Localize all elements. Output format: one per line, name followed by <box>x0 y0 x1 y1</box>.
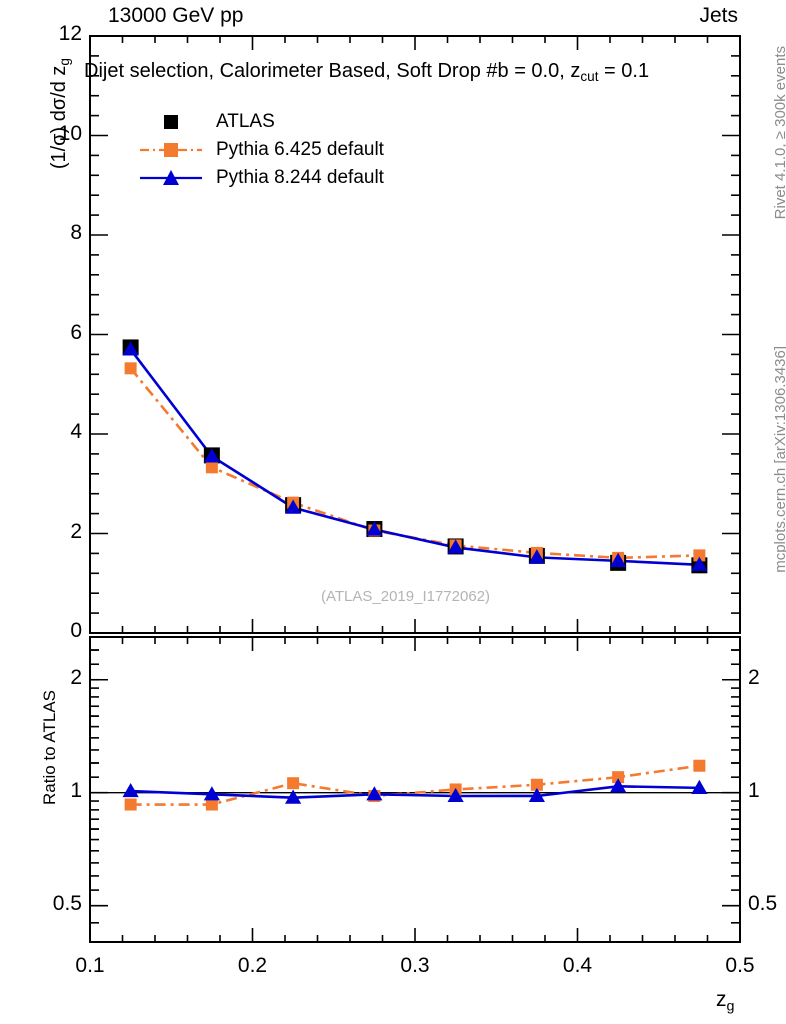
ratio-marker-pythia8 <box>366 786 383 801</box>
main-y-tick-label: 6 <box>70 320 82 344</box>
ratio-marker-pythia6 <box>693 759 706 772</box>
series-line <box>129 348 700 567</box>
ratio-y-tick-label-right: 2 <box>748 665 760 689</box>
header-process-label: Jets <box>699 4 738 27</box>
ratio-marker-pythia6 <box>287 777 300 790</box>
main-panel-series <box>122 339 708 574</box>
data-marker-pythia6 <box>124 362 137 375</box>
main-panel-title: Dijet selection, Calorimeter Based, Soft… <box>84 60 649 84</box>
x-axis-label: zg <box>716 988 734 1014</box>
x-tick-label: 0.4 <box>562 954 593 977</box>
legend-key-atlas <box>140 111 202 133</box>
triangle-marker-icon <box>163 170 179 185</box>
x-tick-label: 0.2 <box>237 954 268 977</box>
ratio-panel-series <box>122 759 708 811</box>
ratio-y-tick-label: 2 <box>70 665 82 689</box>
ratio-marker-pythia8 <box>447 787 464 803</box>
main-y-tick-label: 8 <box>70 221 82 244</box>
main-panel-title-pre: Dijet selection, Calorimeter Based, Soft… <box>84 60 581 82</box>
legend-item-pythia8[interactable]: Pythia 8.244 default <box>140 164 384 192</box>
data-marker-pythia8 <box>447 539 464 554</box>
ratio-series-line <box>130 764 700 806</box>
ratio-marker-pythia8 <box>285 789 302 804</box>
data-marker-pythia8 <box>122 341 139 356</box>
legend-item-pythia6[interactable]: Pythia 6.425 default <box>140 136 384 164</box>
square-marker-icon <box>164 115 178 129</box>
ratio-marker-pythia6 <box>124 798 137 811</box>
main-panel-title-post: = 0.1 <box>598 60 650 82</box>
header-beam-label: 13000 GeV pp <box>108 4 244 27</box>
main-panel-title-sub: cut <box>580 69 599 85</box>
ratio-panel-frame <box>89 636 741 943</box>
x-axis-label-text: z <box>716 988 727 1011</box>
main-y-tick-label: 2 <box>70 519 82 543</box>
square-marker-icon <box>164 143 178 157</box>
main-panel-frame <box>89 35 741 634</box>
legend-label-pythia6: Pythia 6.425 default <box>216 139 384 160</box>
ratio-y-tick-label: 0.5 <box>52 891 82 915</box>
data-marker-pythia8 <box>528 549 545 564</box>
ratio-y-tick-label: 1 <box>70 778 82 802</box>
legend-key-pythia6 <box>140 139 202 161</box>
data-marker-pythia6 <box>205 461 218 474</box>
legend: ATLAS Pythia 6.425 default Pythia 8.244 … <box>140 108 384 192</box>
data-marker-pythia8 <box>691 556 708 571</box>
data-marker-pythia6 <box>693 549 706 562</box>
data-marker-pythia8 <box>366 521 383 536</box>
data-marker-pythia8 <box>203 448 220 463</box>
analysis-watermark: (ATLAS_2019_I1772062) <box>321 588 491 605</box>
legend-item-atlas[interactable]: ATLAS <box>140 108 384 136</box>
ratio-marker-pythia8 <box>691 779 708 794</box>
ratio-marker-pythia8 <box>610 778 627 793</box>
x-tick-label: 0.1 <box>75 954 105 977</box>
ratio-marker-pythia6 <box>530 778 543 791</box>
ratio-marker-pythia6 <box>612 771 625 784</box>
legend-label-atlas: ATLAS <box>216 111 275 132</box>
main-y-tick-label: 12 <box>58 22 82 45</box>
main-panel-ticks <box>89 35 741 634</box>
legend-key-pythia8 <box>140 167 202 189</box>
x-tick-label: 0.3 <box>400 954 430 977</box>
legend-label-pythia8: Pythia 8.244 default <box>216 167 384 188</box>
data-marker-pythia8 <box>610 552 627 567</box>
data-marker-pythia8 <box>285 499 302 514</box>
ratio-y-tick-label-right: 1 <box>748 778 760 802</box>
main-y-tick-label: 0 <box>70 619 82 642</box>
main-y-tick-label: 10 <box>58 121 82 145</box>
x-tick-label: 0.5 <box>725 954 755 977</box>
ratio-marker-pythia8 <box>122 782 139 798</box>
dashdot-line-icon <box>140 148 202 152</box>
ratio-y-tick-label-right: 0.5 <box>748 891 778 915</box>
ratio-panel-ticks <box>89 637 741 943</box>
ratio-marker-pythia8 <box>528 787 545 803</box>
ratio-marker-pythia8 <box>203 786 220 801</box>
main-y-tick-label: 4 <box>70 420 82 443</box>
ratio-series-line <box>130 785 700 799</box>
ratio-marker-pythia6 <box>205 798 218 811</box>
x-axis-label-sub: g <box>726 998 735 1015</box>
